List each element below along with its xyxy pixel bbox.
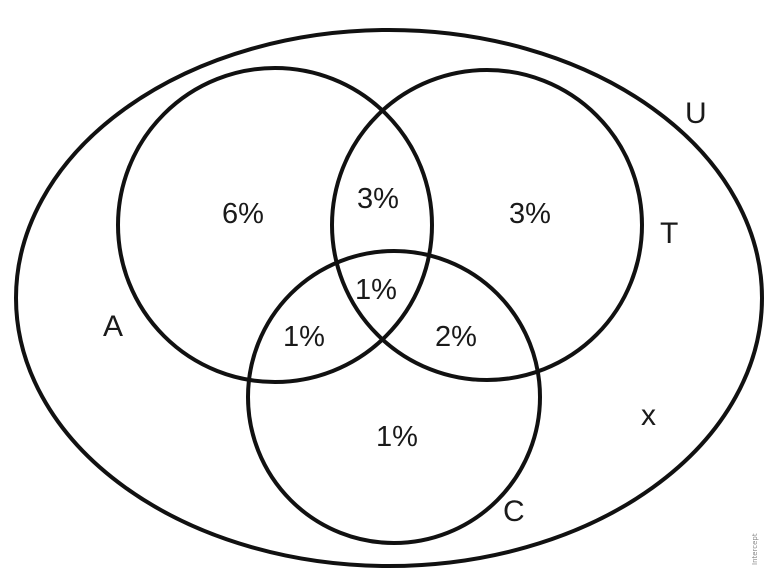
region-t-only-value: 3% [509, 198, 551, 230]
region-a-and-t-value: 3% [357, 183, 399, 215]
region-a-t-c-value: 1% [355, 274, 397, 306]
region-c-only-value: 1% [376, 421, 418, 453]
set-c-circle [246, 249, 542, 545]
region-a-and-c-value: 1% [283, 321, 325, 353]
outside-region-label: x [641, 399, 656, 432]
universe-ellipse [14, 28, 764, 568]
set-t-label: T [660, 217, 678, 250]
set-a-circle [116, 66, 434, 384]
set-a-label: A [103, 310, 123, 343]
universe-label: U [685, 97, 707, 130]
set-c-label: C [503, 495, 525, 528]
set-t-circle [330, 68, 644, 382]
region-a-only-value: 6% [222, 198, 264, 230]
watermark-text: Intercept [751, 533, 759, 565]
region-t-and-c-value: 2% [435, 321, 477, 353]
